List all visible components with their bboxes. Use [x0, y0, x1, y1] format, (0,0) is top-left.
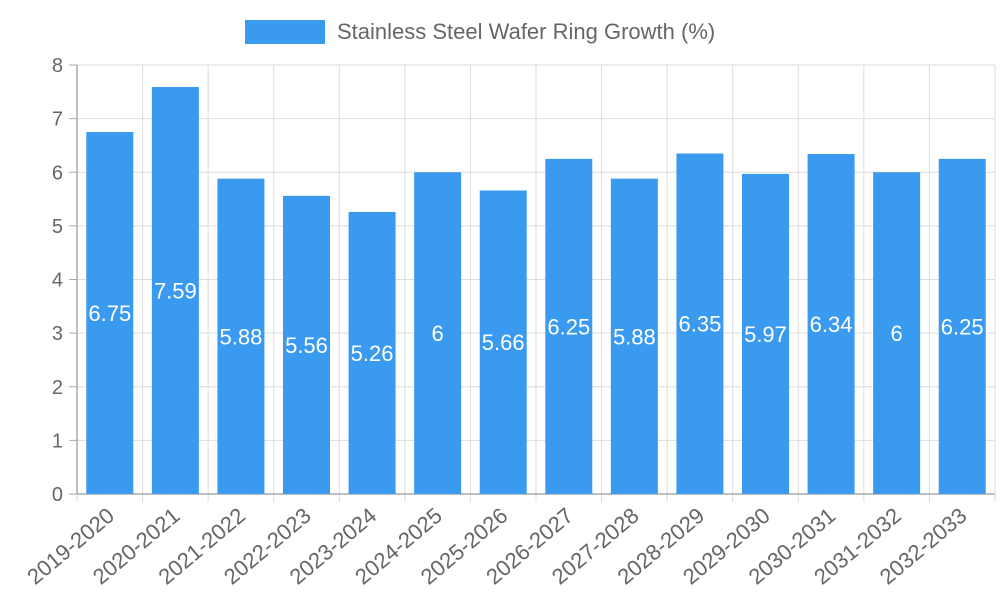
bar-value-label: 5.26: [351, 341, 394, 366]
bar-value-label: 6.25: [547, 314, 590, 339]
y-tick-label: 8: [52, 55, 63, 77]
bar-value-label: 5.66: [482, 330, 525, 355]
chart-legend[interactable]: Stainless Steel Wafer Ring Growth (%): [245, 18, 715, 46]
bar-value-label: 6.75: [88, 301, 131, 326]
bar-value-label: 6: [432, 321, 444, 346]
bar-value-label: 6.25: [941, 314, 984, 339]
bar-value-label: 5.97: [744, 322, 787, 347]
y-tick-label: 4: [52, 270, 63, 292]
bar[interactable]: [217, 178, 265, 494]
bar[interactable]: [545, 158, 593, 494]
bar-value-label: 5.88: [220, 324, 263, 349]
bar[interactable]: [807, 154, 855, 494]
bar-value-label: 5.88: [613, 324, 656, 349]
y-tick-label: 6: [52, 162, 63, 184]
bar[interactable]: [873, 172, 921, 494]
bar-value-label: 7.59: [154, 278, 197, 303]
bar-value-label: 6.34: [810, 312, 853, 337]
bar[interactable]: [283, 195, 330, 494]
bar[interactable]: [938, 158, 986, 494]
bar-value-label: 5.56: [285, 333, 328, 358]
y-tick-label: 7: [52, 109, 63, 131]
bar[interactable]: [151, 86, 199, 494]
y-tick-label: 3: [52, 323, 63, 345]
y-tick-label: 0: [52, 484, 63, 506]
bar[interactable]: [742, 173, 789, 494]
bar[interactable]: [414, 172, 462, 494]
bar[interactable]: [348, 211, 396, 494]
bar[interactable]: [86, 132, 134, 494]
y-tick-label: 5: [52, 216, 63, 238]
bar[interactable]: [479, 190, 527, 495]
bar[interactable]: [676, 153, 724, 494]
bar[interactable]: [610, 178, 658, 494]
y-tick-label: 1: [52, 430, 63, 452]
bar-value-label: 6.35: [679, 312, 722, 337]
legend-swatch: [245, 20, 325, 44]
legend-label: Stainless Steel Wafer Ring Growth (%): [337, 19, 716, 44]
bar-value-label: 6: [891, 321, 903, 346]
y-tick-label: 2: [52, 377, 63, 399]
